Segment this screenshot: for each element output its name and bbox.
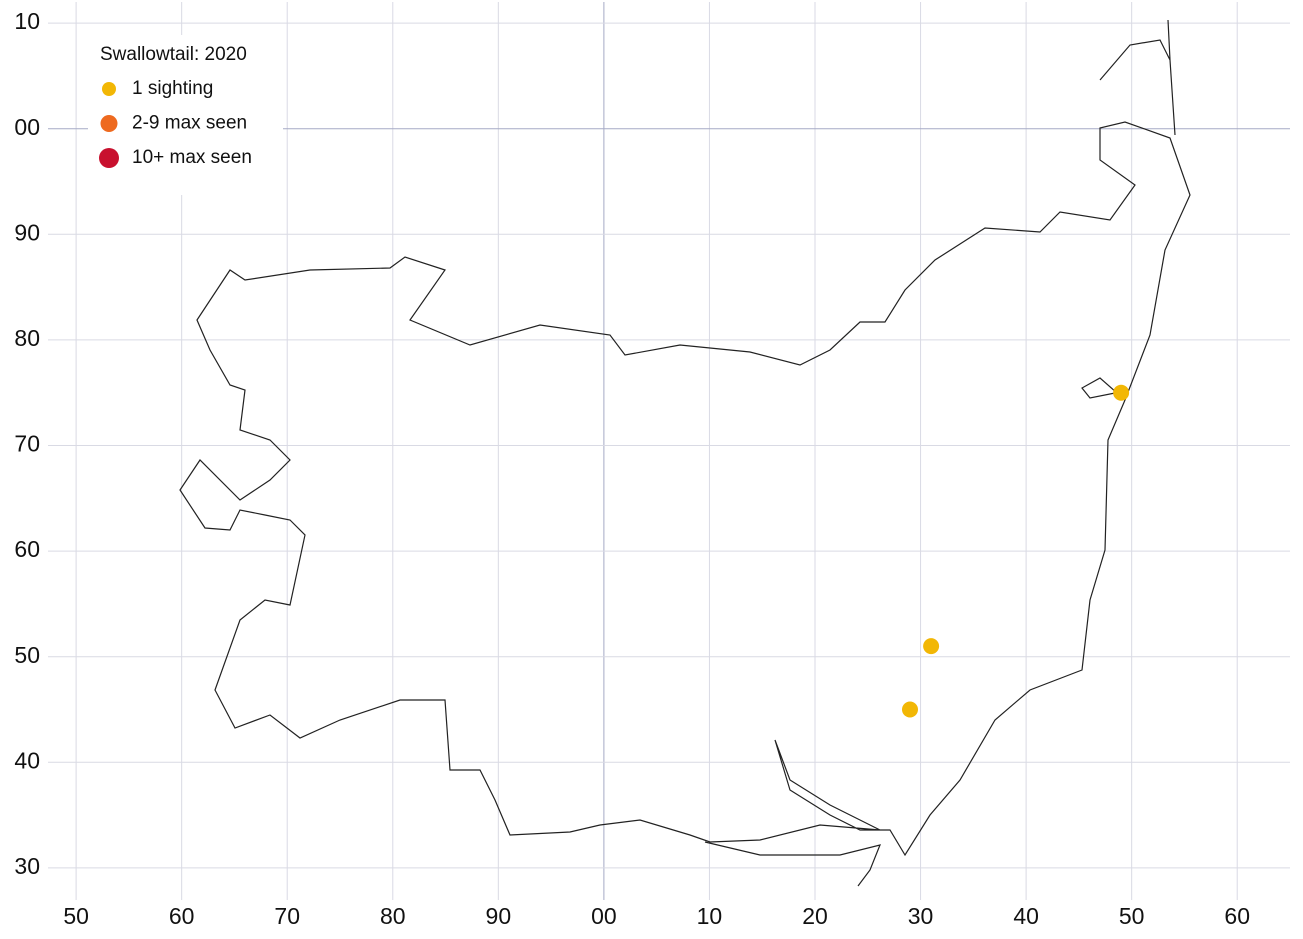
x-tick-label: 70 xyxy=(274,903,300,929)
grid xyxy=(48,2,1290,900)
x-tick-label: 30 xyxy=(908,903,934,929)
coast-north xyxy=(1099,19,1176,136)
x-tick-label: 90 xyxy=(486,903,512,929)
legend-swatch xyxy=(100,115,118,132)
legend-background xyxy=(88,35,283,195)
legend-label: 2-9 max seen xyxy=(132,113,247,134)
y-tick-label: 50 xyxy=(14,642,40,668)
legend-title: Swallowtail: 2020 xyxy=(100,44,247,65)
y-tick-label: 70 xyxy=(14,431,40,457)
legend-swatch xyxy=(102,82,116,96)
legend-swatch xyxy=(99,148,119,168)
y-tick-label: 10 xyxy=(14,8,40,34)
legend: Swallowtail: 2020 1 sighting 2-9 max seen… xyxy=(88,35,283,195)
county-outline xyxy=(179,121,1191,857)
y-tick-label: 80 xyxy=(14,325,40,351)
legend-label: 10+ max seen xyxy=(132,147,252,168)
x-tick-label: 80 xyxy=(380,903,406,929)
legend-label: 1 sighting xyxy=(132,78,213,99)
x-tick-label: 60 xyxy=(1224,903,1250,929)
x-tick-label: 50 xyxy=(1119,903,1145,929)
y-tick-label: 30 xyxy=(14,853,40,879)
sighting-point xyxy=(1113,384,1130,401)
estuary-spit xyxy=(704,377,1126,887)
sighting-point xyxy=(923,638,940,655)
y-tick-label: 00 xyxy=(14,114,40,140)
x-tick-label: 20 xyxy=(802,903,828,929)
x-tick-label: 60 xyxy=(169,903,195,929)
y-tick-label: 40 xyxy=(14,747,40,773)
x-tick-label: 00 xyxy=(591,903,617,929)
y-tick-label: 60 xyxy=(14,536,40,562)
sighting-point xyxy=(902,701,918,718)
points xyxy=(902,384,1130,718)
x-tick-label: 10 xyxy=(697,903,723,929)
x-tick-label: 50 xyxy=(63,903,89,929)
y-tick-label: 90 xyxy=(14,219,40,245)
x-tick-label: 40 xyxy=(1013,903,1039,929)
